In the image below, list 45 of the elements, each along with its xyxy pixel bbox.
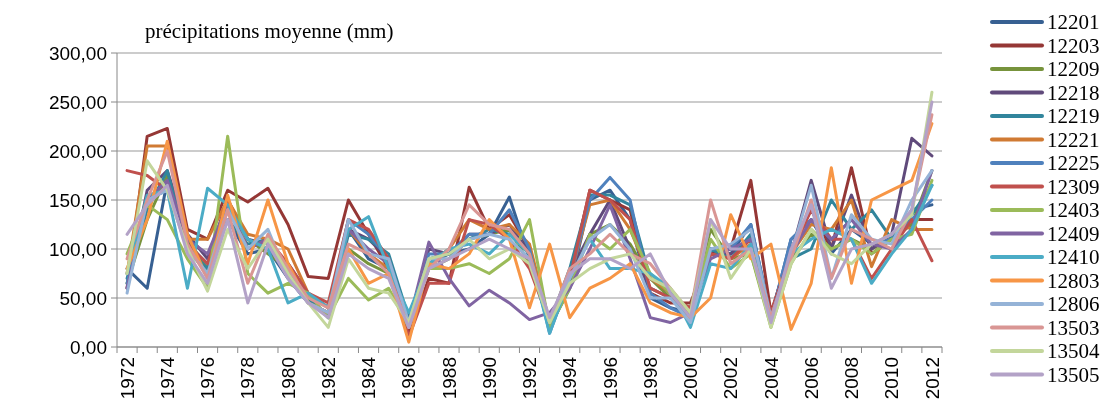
x-tick-label: 2004 — [760, 356, 782, 400]
y-tick-label: 150,00 — [48, 189, 107, 211]
y-tick-label: 250,00 — [48, 91, 107, 113]
legend-label: 12201 — [1047, 10, 1100, 35]
x-tick-label: 1980 — [277, 357, 299, 400]
x-tick-label: 1990 — [478, 357, 500, 400]
legend-label: 12225 — [1047, 151, 1100, 176]
y-tick-label: 200,00 — [48, 140, 107, 162]
chart-title: précipitations moyenne (mm) — [145, 19, 394, 43]
legend-label: 12410 — [1047, 245, 1100, 270]
x-tick-label: 1976 — [197, 357, 219, 400]
legend-label: 12219 — [1047, 104, 1100, 129]
x-tick-label: 2000 — [680, 357, 702, 400]
x-tick-label: 1978 — [237, 357, 259, 400]
legend-label: 13503 — [1047, 315, 1100, 340]
legend-label: 12203 — [1047, 33, 1100, 58]
legend-label: 12221 — [1047, 127, 1100, 152]
legend-label: 12218 — [1047, 80, 1100, 105]
x-tick-label: 2010 — [881, 357, 903, 400]
legend-label: 13505 — [1047, 362, 1100, 387]
x-tick-label: 1992 — [519, 357, 541, 400]
x-tick-label: 1996 — [599, 357, 621, 400]
x-tick-label: 1974 — [156, 356, 178, 400]
y-tick-label: 0,00 — [70, 336, 107, 358]
legend-label: 12409 — [1047, 221, 1100, 246]
x-tick-label: 1984 — [358, 356, 380, 400]
legend-label: 13504 — [1047, 339, 1100, 364]
x-tick-label: 2002 — [720, 357, 742, 400]
x-tick-label: 1972 — [116, 357, 138, 400]
legend-label: 12309 — [1047, 174, 1100, 199]
x-tick-label: 1986 — [398, 357, 420, 400]
x-tick-label: 2012 — [921, 357, 943, 400]
y-tick-label: 50,00 — [59, 287, 107, 309]
y-tick-label: 100,00 — [48, 238, 107, 260]
legend-label: 12806 — [1047, 292, 1100, 317]
x-tick-label: 1982 — [317, 357, 339, 400]
x-tick-label: 1994 — [559, 356, 581, 400]
x-tick-label: 1998 — [639, 357, 661, 400]
x-tick-label: 2008 — [841, 357, 863, 400]
x-tick-label: 2006 — [800, 357, 822, 400]
legend-label: 12403 — [1047, 198, 1100, 223]
legend-label: 12209 — [1047, 57, 1100, 82]
legend-label: 12803 — [1047, 268, 1100, 293]
y-tick-label: 300,00 — [48, 42, 107, 64]
x-tick-label: 1988 — [438, 357, 460, 400]
